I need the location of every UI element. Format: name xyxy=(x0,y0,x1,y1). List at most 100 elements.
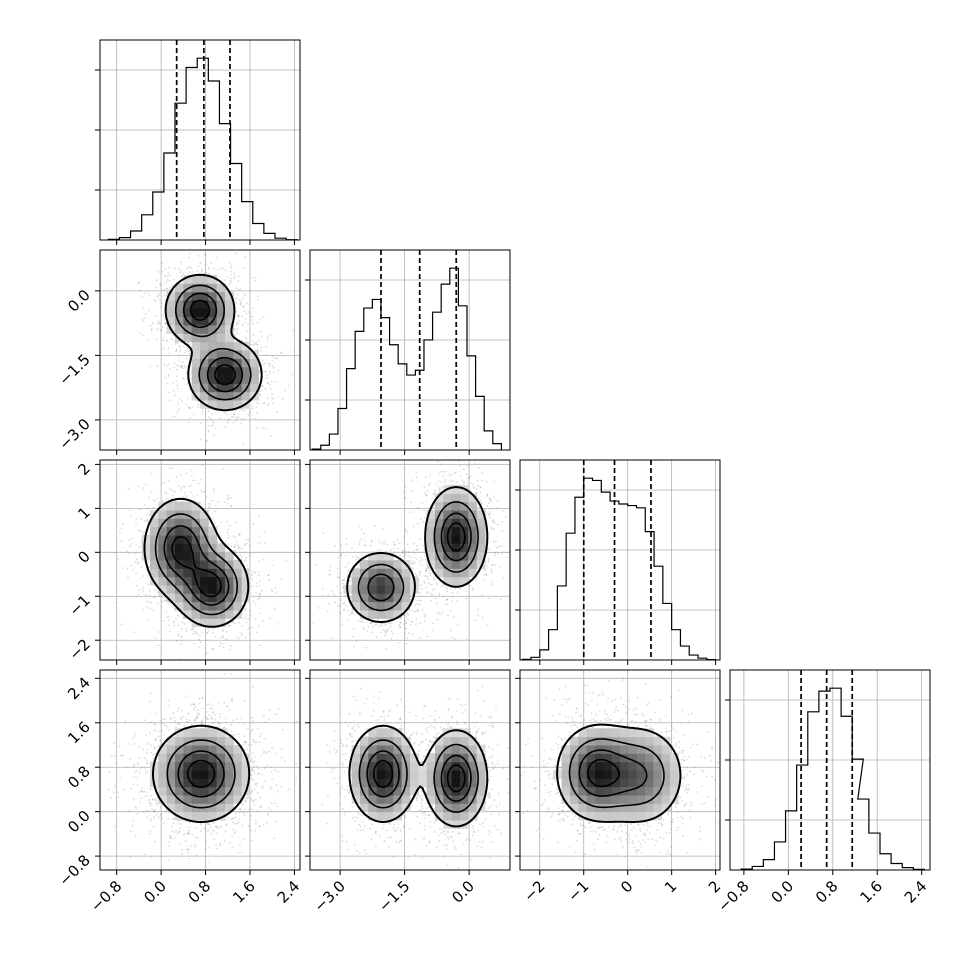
data-point xyxy=(207,429,210,432)
data-point xyxy=(485,574,488,577)
data-point xyxy=(391,632,394,635)
data-point xyxy=(233,327,236,330)
data-point xyxy=(446,588,449,590)
data-point xyxy=(212,632,214,635)
density-cell xyxy=(250,366,259,376)
data-point xyxy=(358,541,361,543)
data-point xyxy=(258,571,261,573)
data-point xyxy=(211,628,213,631)
data-point xyxy=(201,270,203,273)
data-point xyxy=(168,488,171,490)
data-point xyxy=(241,547,244,550)
data-point xyxy=(244,559,247,561)
density-cell xyxy=(166,585,176,594)
density-cell xyxy=(208,308,218,318)
density-cell xyxy=(216,610,226,619)
data-point xyxy=(233,298,236,300)
data-point xyxy=(487,548,490,551)
data-point xyxy=(411,479,414,482)
data-point xyxy=(200,438,203,441)
data-point xyxy=(192,632,194,635)
data-point xyxy=(169,368,171,370)
density-cell xyxy=(208,618,218,628)
data-point xyxy=(377,549,379,551)
data-point xyxy=(481,472,483,475)
data-point xyxy=(140,518,143,521)
data-point xyxy=(404,486,407,488)
density-cell xyxy=(225,576,234,586)
data-point xyxy=(423,486,426,489)
data-point xyxy=(388,622,391,625)
data-point xyxy=(163,322,166,325)
data-point xyxy=(251,626,254,629)
data-point xyxy=(475,488,478,490)
density-cell xyxy=(241,366,251,376)
data-point xyxy=(185,494,187,497)
data-point xyxy=(206,639,209,642)
panel-border xyxy=(729,669,931,871)
density-cell xyxy=(208,535,218,544)
data-point xyxy=(438,488,441,490)
data-point xyxy=(251,407,254,410)
data-point xyxy=(234,334,236,336)
data-point xyxy=(488,559,490,561)
data-point xyxy=(197,406,200,408)
data-point xyxy=(404,628,407,630)
data-point xyxy=(235,420,237,422)
data-point xyxy=(198,255,200,257)
density-cell xyxy=(183,300,193,309)
data-point xyxy=(147,583,150,586)
data-point xyxy=(280,352,283,355)
density-cell xyxy=(225,610,234,619)
data-point xyxy=(263,530,266,533)
data-point xyxy=(221,634,224,637)
data-point xyxy=(251,578,253,580)
data-point xyxy=(276,623,279,625)
data-point xyxy=(450,480,453,483)
data-point xyxy=(153,589,156,592)
data-point xyxy=(244,318,247,320)
density-cell xyxy=(166,568,176,578)
density-cell xyxy=(191,358,201,368)
density-cell xyxy=(216,350,226,359)
density-cell xyxy=(216,333,226,343)
density-cell xyxy=(191,291,201,301)
density-cell xyxy=(200,585,209,594)
data-point xyxy=(236,417,239,419)
data-point xyxy=(439,613,441,616)
data-point xyxy=(247,323,250,325)
data-point xyxy=(251,572,254,575)
data-point xyxy=(135,571,138,574)
data-point xyxy=(493,496,495,499)
data-point xyxy=(261,385,263,388)
data-point xyxy=(192,479,195,482)
data-point xyxy=(419,622,422,624)
data-point xyxy=(432,492,435,495)
data-point xyxy=(218,417,221,420)
data-point xyxy=(120,623,123,626)
data-point xyxy=(201,491,204,494)
data-point xyxy=(208,522,211,525)
data-point xyxy=(126,550,128,553)
data-point xyxy=(352,628,355,630)
data-point xyxy=(176,368,179,371)
data-point xyxy=(262,427,265,430)
data-point xyxy=(142,575,145,577)
data-point xyxy=(338,605,341,607)
data-point xyxy=(478,506,481,509)
data-point xyxy=(430,583,433,586)
data-point xyxy=(241,409,244,411)
data-point xyxy=(481,479,483,482)
data-point xyxy=(418,559,421,562)
data-point xyxy=(173,362,176,365)
data-point xyxy=(203,254,206,256)
data-point xyxy=(433,578,435,581)
data-point xyxy=(245,556,248,559)
data-point xyxy=(156,329,158,332)
data-point xyxy=(399,625,402,628)
data-point xyxy=(190,484,193,487)
density-cell xyxy=(225,400,234,409)
data-point xyxy=(189,416,192,419)
data-point xyxy=(272,371,275,374)
data-point xyxy=(239,298,241,301)
